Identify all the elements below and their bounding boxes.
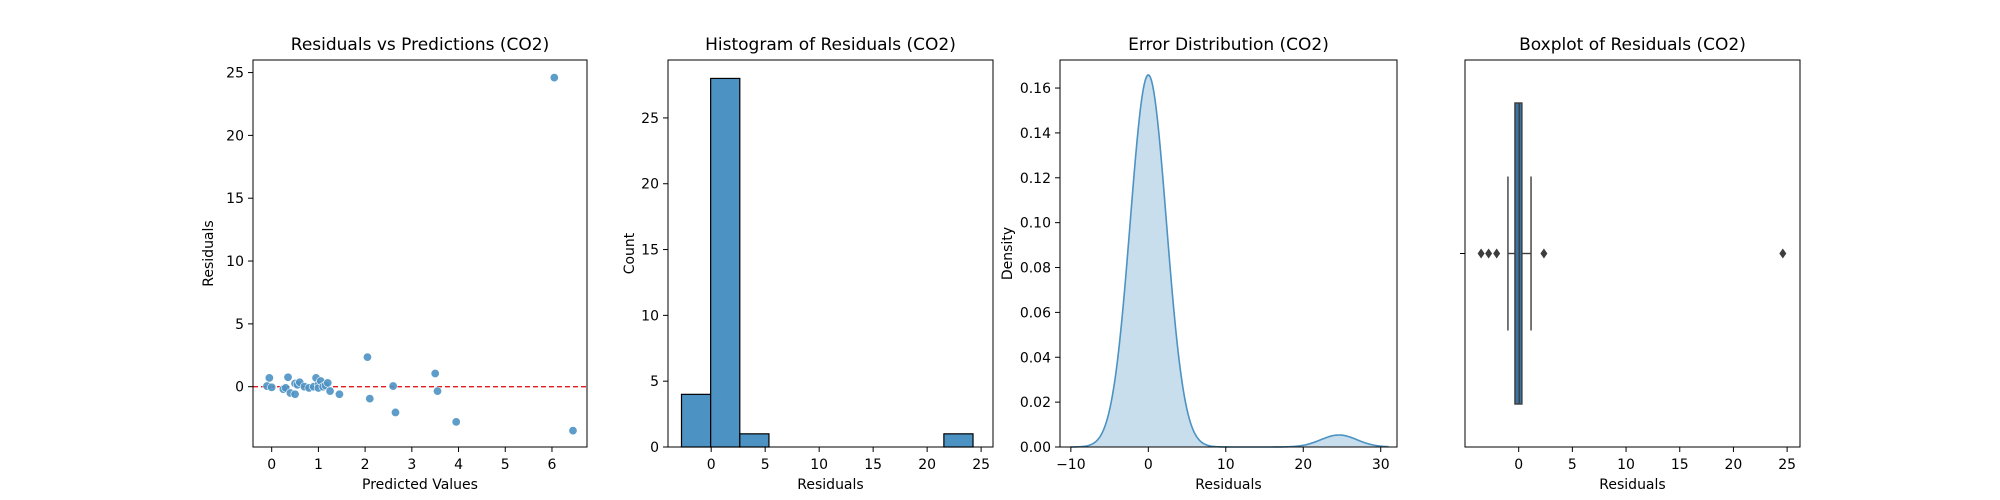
x-tick-label: 10 <box>1617 457 1635 473</box>
y-tick-label: 0.08 <box>1020 261 1051 277</box>
x-tick-label: 10 <box>810 457 828 473</box>
y-tick-label: 15 <box>641 243 659 259</box>
y-tick-label: 0.14 <box>1020 126 1051 142</box>
outlier-marker-1 <box>1477 248 1485 259</box>
x-axis-label: Residuals <box>797 477 863 493</box>
scatter-point-2 <box>264 373 274 383</box>
plot-frame <box>667 59 994 448</box>
y-tick-label: 15 <box>226 191 244 207</box>
x-tick-label: 20 <box>1294 457 1312 473</box>
scatter-point-32 <box>568 426 578 436</box>
chart-title: Residuals vs Predictions (CO2) <box>291 35 549 55</box>
x-tick-label: 2 <box>361 457 370 473</box>
x-tick-label: 20 <box>918 457 936 473</box>
outlier-marker-2 <box>1485 248 1493 259</box>
box-iqr <box>1514 102 1523 405</box>
x-tick-label: 10 <box>1217 457 1235 473</box>
y-tick-label: 0.02 <box>1020 395 1051 411</box>
outlier-marker-5 <box>1779 248 1787 259</box>
x-tick-label: 0 <box>267 457 276 473</box>
y-tick-label: 0.16 <box>1020 81 1051 97</box>
x-axis-label: Predicted Values <box>362 477 478 493</box>
x-tick-label: 0 <box>707 457 716 473</box>
x-tick-label: 0 <box>1514 457 1523 473</box>
chart-title: Histogram of Residuals (CO2) <box>705 35 956 55</box>
outlier-marker-4 <box>1540 248 1548 259</box>
panel-2: 0 5 10 15 20 25 0 5 10 15 20 25 Histogram of Residua… <box>622 35 994 493</box>
y-tick-label: 0.04 <box>1020 350 1051 366</box>
y-tick-label: 0 <box>650 440 659 456</box>
x-tick-label: 4 <box>454 457 463 473</box>
y-tick-label: 0.06 <box>1020 305 1051 321</box>
y-tick-label: 0.00 <box>1020 440 1051 456</box>
panel-1: 0 1 2 3 4 5 6 0 5 10 15 20 25 Residuals vs Prediction… <box>201 35 588 493</box>
x-tick-label: 15 <box>1671 457 1689 473</box>
x-tick-label: 3 <box>407 457 416 473</box>
scatter-point-30 <box>451 417 461 427</box>
x-tick-label: 20 <box>1725 457 1743 473</box>
scatter-point-21 <box>323 378 333 388</box>
x-tick-label: 5 <box>501 457 510 473</box>
x-tick-label: −10 <box>1056 457 1086 473</box>
x-tick-label: 1 <box>314 457 323 473</box>
scatter-point-8 <box>290 389 300 399</box>
outlier-marker-3 <box>1493 248 1501 259</box>
scatter-point-26 <box>388 381 398 391</box>
x-axis-label: Residuals <box>1195 477 1261 493</box>
panel-4: 0 5 10 15 20 25 Boxplot of Residuals (CO2) Resi… <box>1460 35 1801 493</box>
y-axis-label: Residuals <box>201 220 217 286</box>
scatter-point-25 <box>365 394 375 404</box>
scatter-point-27 <box>390 407 400 417</box>
scatter-point-23 <box>334 389 344 399</box>
scatter-point-6 <box>283 372 293 382</box>
x-tick-label: 30 <box>1372 457 1390 473</box>
panel-3: −10 0 10 20 30 0.00 0.02 0.04 0.06 0.08 0.10 0.12 0.… <box>1000 35 1398 493</box>
x-tick-label: 0 <box>1144 457 1153 473</box>
scatter-point-24 <box>362 352 372 362</box>
histogram-bar-1 <box>680 393 712 448</box>
y-tick-label: 10 <box>641 308 659 324</box>
x-tick-label: 6 <box>548 457 557 473</box>
x-axis-label: Residuals <box>1599 477 1665 493</box>
histogram-bar-10 <box>943 433 974 448</box>
scatter-point-3 <box>267 382 277 392</box>
density-area-fill <box>1070 75 1389 448</box>
y-tick-label: 0.10 <box>1020 216 1051 232</box>
y-axis-label: Density <box>1000 227 1016 280</box>
y-tick-label: 25 <box>641 111 659 127</box>
chart-title: Error Distribution (CO2) <box>1128 35 1329 55</box>
y-tick-label: 0 <box>235 380 244 396</box>
scatter-point-28 <box>430 368 440 378</box>
scatter-point-22 <box>325 386 335 396</box>
y-tick-label: 5 <box>235 317 244 333</box>
y-tick-label: 5 <box>650 374 659 390</box>
y-tick-label: 20 <box>641 177 659 193</box>
x-tick-label: 5 <box>761 457 770 473</box>
x-tick-label: 25 <box>1778 457 1796 473</box>
scatter-point-29 <box>433 386 443 396</box>
x-tick-label: 5 <box>1568 457 1577 473</box>
y-axis-label: Count <box>622 232 638 274</box>
plot-frame <box>1059 59 1398 448</box>
scatter-point-31 <box>549 73 559 83</box>
histogram-bar-2 <box>710 77 741 448</box>
histogram-bar-3 <box>739 433 770 448</box>
y-tick-label: 20 <box>226 128 244 144</box>
y-tick-label: 25 <box>226 66 244 82</box>
y-tick-label: 10 <box>226 254 244 270</box>
chart-title: Boxplot of Residuals (CO2) <box>1519 35 1746 55</box>
x-tick-label: 25 <box>972 457 990 473</box>
y-tick-label: 0.12 <box>1020 171 1051 187</box>
plot-frame <box>252 59 588 448</box>
x-tick-label: 15 <box>864 457 882 473</box>
